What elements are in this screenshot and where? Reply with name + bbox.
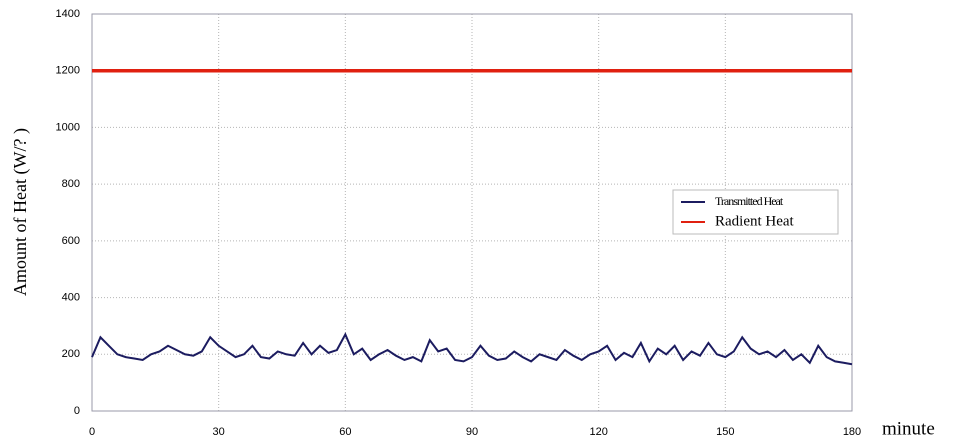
- y-tick-label: 1000: [56, 121, 80, 133]
- legend-box: [672, 189, 839, 235]
- y-tick-label: 200: [62, 348, 80, 360]
- y-tick-label: 400: [62, 291, 80, 303]
- y-tick-label: 800: [62, 178, 80, 190]
- y-axis-label: Amount of Heat (W/? ): [10, 128, 31, 296]
- x-tick-label: 60: [339, 426, 351, 438]
- y-tick-label: 0: [74, 405, 80, 417]
- legend-label: Radient Heat: [715, 213, 795, 229]
- x-tick-label: 120: [589, 426, 607, 438]
- plot-frame: [91, 13, 853, 412]
- x-tick-label: 180: [843, 426, 861, 438]
- series-line: [91, 332, 853, 366]
- y-tick-label: 1200: [56, 65, 80, 77]
- legend-label: Transmitted Heat: [715, 194, 784, 208]
- x-tick-label: 90: [466, 426, 478, 438]
- x-axis-label: minute: [882, 418, 935, 439]
- y-tick-label: 600: [62, 235, 80, 247]
- x-tick-label: 30: [213, 426, 225, 438]
- x-tick-label: 0: [89, 426, 95, 438]
- y-tick-label: 1400: [56, 8, 80, 20]
- x-tick-label: 150: [716, 426, 734, 438]
